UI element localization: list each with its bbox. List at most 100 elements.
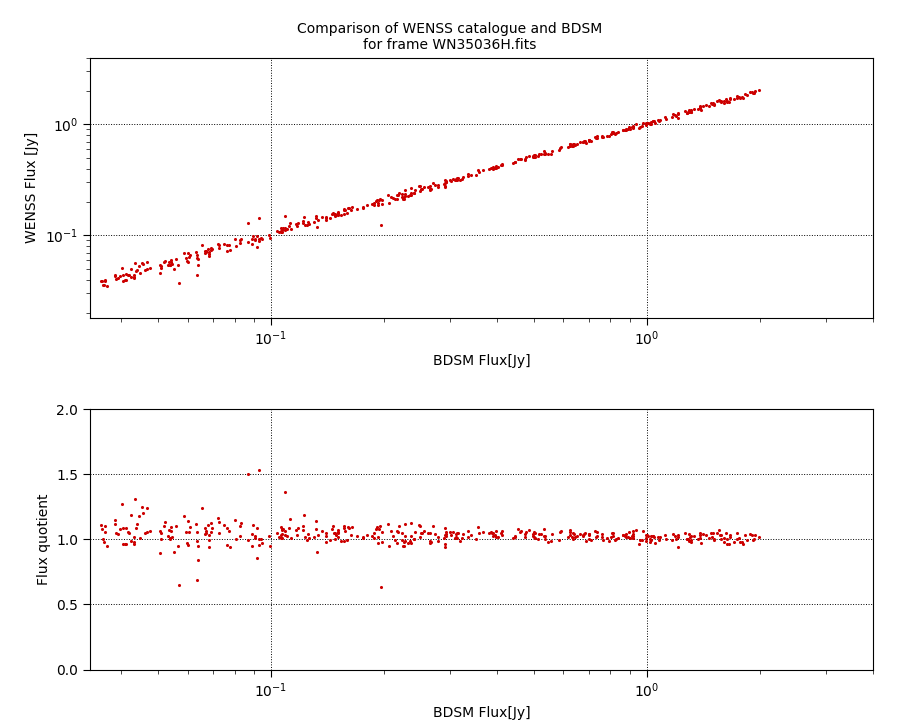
Point	[275, 523, 290, 535]
Point	[397, 193, 411, 204]
Point	[581, 134, 596, 145]
Point	[182, 251, 196, 263]
Point	[431, 179, 446, 191]
Point	[289, 523, 303, 535]
Point	[626, 122, 640, 133]
Point	[527, 151, 542, 163]
Point	[720, 96, 734, 108]
Point	[450, 533, 464, 544]
Point	[404, 537, 419, 549]
Point	[302, 528, 316, 539]
Point	[342, 202, 356, 214]
Point	[274, 523, 289, 535]
Point	[330, 207, 345, 219]
Point	[738, 88, 752, 99]
Point	[370, 194, 384, 205]
Point	[98, 526, 112, 537]
Point	[681, 533, 696, 544]
Point	[374, 198, 389, 210]
Point	[448, 528, 463, 540]
Point	[681, 528, 696, 540]
Point	[724, 531, 738, 543]
Point	[223, 541, 238, 553]
Point	[736, 92, 751, 104]
Point	[718, 93, 733, 104]
Point	[633, 121, 647, 132]
Point	[420, 527, 435, 539]
Point	[289, 219, 303, 230]
Point	[670, 541, 685, 552]
Point	[590, 526, 605, 538]
Point	[108, 518, 122, 530]
Point	[752, 85, 767, 96]
Point	[198, 523, 212, 534]
Point	[436, 532, 451, 544]
Point	[391, 189, 405, 201]
Point	[527, 150, 542, 161]
Point	[643, 536, 657, 547]
Point	[134, 257, 148, 269]
Point	[450, 527, 464, 539]
Point	[438, 539, 453, 550]
Point	[182, 526, 196, 538]
Point	[356, 202, 370, 213]
Point	[245, 528, 259, 539]
Point	[153, 268, 167, 279]
Point	[390, 525, 404, 536]
Point	[245, 238, 259, 250]
Point	[561, 141, 575, 153]
Point	[169, 253, 184, 265]
Point	[486, 163, 500, 174]
Point	[621, 123, 635, 135]
Point	[307, 531, 321, 543]
Point	[671, 531, 686, 543]
Point	[626, 533, 640, 544]
Point	[127, 536, 141, 547]
Point	[328, 208, 343, 220]
Point	[526, 149, 541, 161]
Point	[518, 531, 532, 543]
Point	[202, 529, 216, 541]
Point	[297, 219, 311, 230]
Point	[745, 86, 760, 97]
Point	[696, 100, 710, 112]
Point	[128, 494, 142, 505]
Point	[471, 521, 485, 533]
Point	[646, 116, 661, 127]
Point	[554, 141, 568, 153]
Point	[345, 202, 359, 213]
Point	[634, 120, 649, 132]
Point	[618, 528, 633, 540]
Point	[202, 541, 216, 552]
Point	[278, 210, 293, 222]
Point	[680, 107, 694, 118]
Point	[164, 256, 178, 268]
Point	[212, 239, 226, 251]
Point	[712, 94, 726, 106]
Point	[158, 517, 173, 528]
Point	[589, 531, 603, 543]
Point	[693, 101, 707, 112]
Point	[714, 95, 728, 107]
Point	[233, 531, 248, 542]
Point	[319, 212, 333, 223]
Point	[98, 276, 112, 287]
Point	[248, 532, 263, 544]
X-axis label: BDSM Flux[Jy]: BDSM Flux[Jy]	[433, 706, 530, 719]
Point	[652, 115, 666, 127]
Point	[330, 207, 345, 218]
Point	[203, 242, 218, 253]
Point	[229, 240, 243, 251]
Point	[327, 209, 341, 220]
Point	[283, 522, 297, 534]
Point	[643, 534, 657, 545]
Point	[382, 541, 396, 552]
Point	[735, 536, 750, 548]
Point	[114, 498, 129, 510]
Point	[600, 532, 615, 544]
Point	[202, 534, 216, 546]
Point	[666, 528, 680, 539]
Point	[668, 109, 682, 120]
Point	[562, 140, 577, 151]
Point	[245, 233, 259, 245]
